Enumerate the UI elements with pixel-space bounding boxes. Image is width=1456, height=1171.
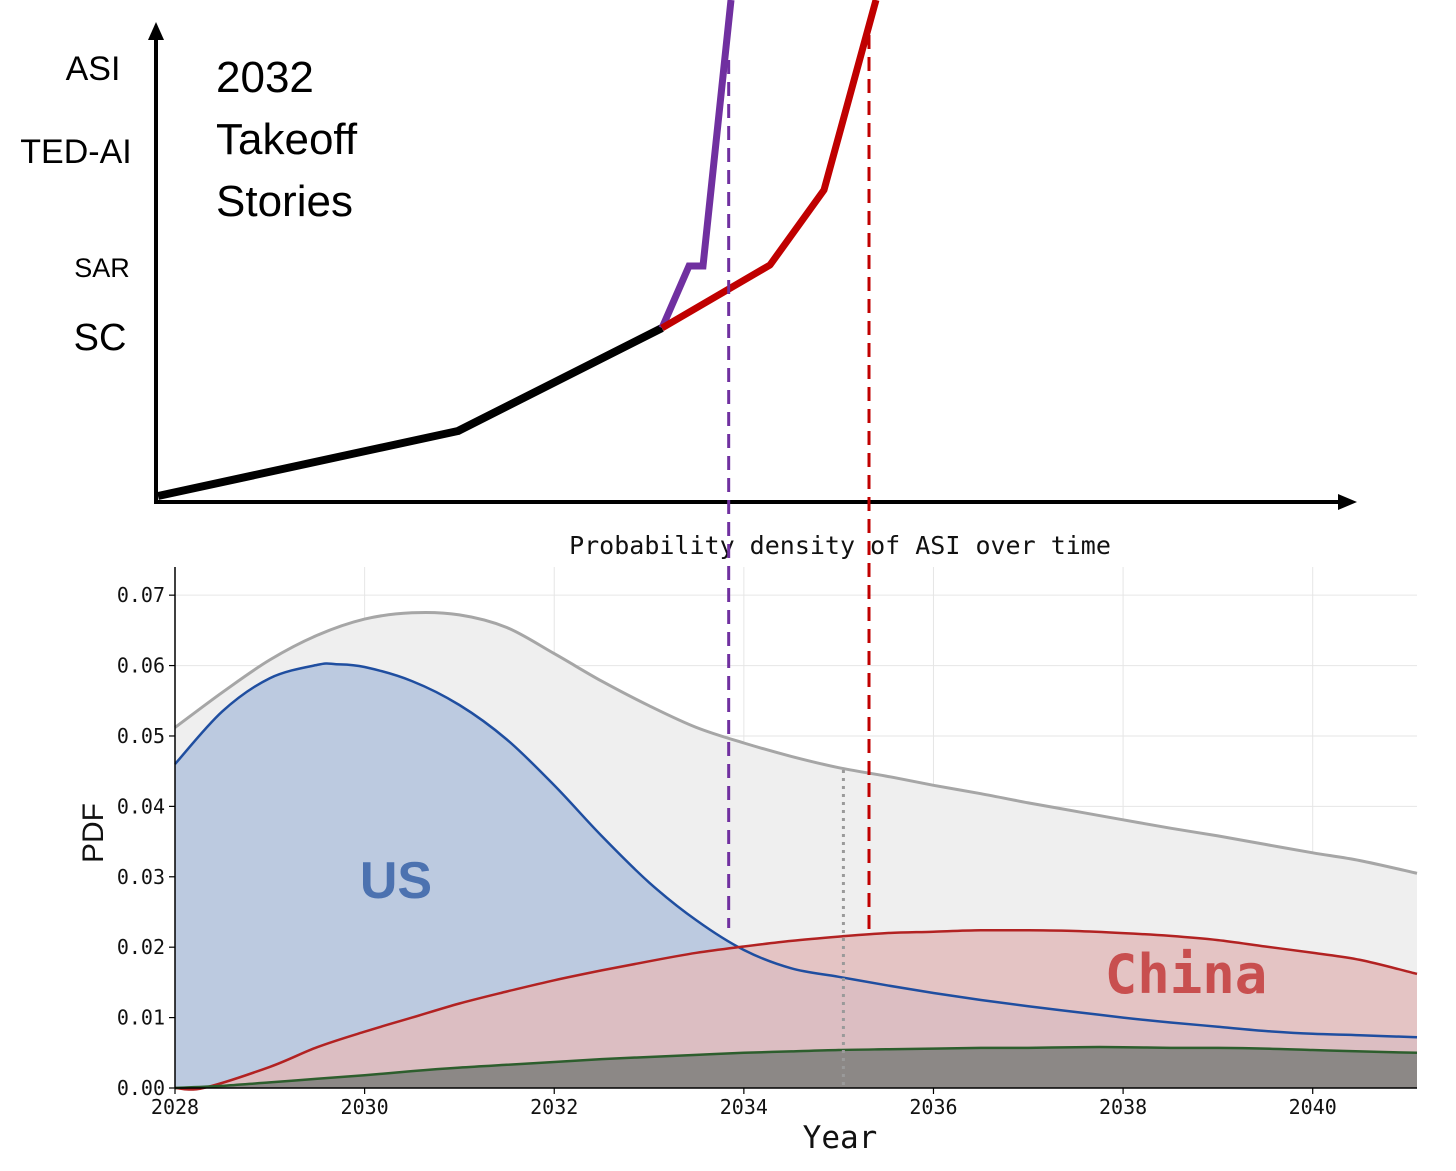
chart-areas bbox=[175, 612, 1417, 1090]
line-total bbox=[174, 610, 1418, 875]
x-tick-label: 2040 bbox=[1289, 1095, 1337, 1119]
slow-takeoff-trajectory bbox=[660, 0, 880, 332]
pdf-chart: Probability density of ASI over time US … bbox=[77, 531, 1418, 1156]
milestone-sc: SC bbox=[74, 317, 127, 359]
y-tick-label: 0.04 bbox=[117, 794, 165, 818]
takeoff-title-line-1: 2032 bbox=[216, 53, 314, 102]
takeoff-x-arrowhead bbox=[1338, 494, 1357, 510]
x-tick-label: 2034 bbox=[720, 1095, 768, 1119]
y-tick-label: 0.00 bbox=[117, 1076, 165, 1100]
line-china bbox=[174, 928, 1418, 1091]
x-axis-label: Year bbox=[803, 1120, 878, 1156]
milestone-ted-ai: TED-AI bbox=[20, 133, 131, 171]
x-tick-label: 2036 bbox=[909, 1095, 957, 1119]
milestone-labels: ASI TED-AI SAR SC bbox=[20, 50, 131, 359]
us-series-label: US bbox=[360, 852, 432, 910]
x-tick-label: 2038 bbox=[1099, 1095, 1147, 1119]
takeoff-panel: 2032 Takeoff Stories ASI TED-AI SAR SC bbox=[20, 0, 1357, 510]
y-tick-label: 0.06 bbox=[117, 654, 165, 678]
line-us bbox=[174, 662, 1418, 1039]
fast-takeoff-trajectory bbox=[658, 0, 735, 330]
y-tick-label: 0.03 bbox=[117, 865, 165, 889]
y-ticks: 0.00 0.01 0.02 0.03 0.04 0.05 0.06 0.07 bbox=[117, 583, 175, 1100]
baseline-trajectory bbox=[157, 324, 664, 500]
milestone-asi: ASI bbox=[66, 50, 121, 88]
takeoff-title-line-3: Stories bbox=[216, 177, 353, 226]
takeoff-title-line-2: Takeoff bbox=[216, 115, 358, 164]
line-overlap bbox=[174, 1045, 1418, 1090]
x-tick-label: 2030 bbox=[341, 1095, 389, 1119]
area-overlap bbox=[175, 1047, 1417, 1088]
y-tick-label: 0.02 bbox=[117, 935, 165, 959]
area-us bbox=[175, 663, 1417, 1088]
china-series-label: China bbox=[1105, 943, 1268, 1006]
takeoff-y-arrowhead bbox=[148, 22, 164, 40]
x-tick-label: 2028 bbox=[151, 1095, 199, 1119]
x-tick-label: 2032 bbox=[530, 1095, 578, 1119]
chart-title: Probability density of ASI over time bbox=[569, 531, 1111, 560]
x-ticks: 2028 2030 2032 2034 2036 2038 2040 bbox=[151, 1088, 1337, 1119]
y-tick-label: 0.05 bbox=[117, 724, 165, 748]
takeoff-title: 2032 Takeoff Stories bbox=[216, 53, 358, 226]
y-tick-label: 0.07 bbox=[117, 583, 165, 607]
milestone-sar: SAR bbox=[74, 253, 130, 283]
chart-lines bbox=[174, 610, 1418, 1091]
y-tick-label: 0.01 bbox=[117, 1006, 165, 1030]
takeoff-to-asi-markers bbox=[727, 35, 871, 1088]
y-axis-label: PDF bbox=[77, 803, 110, 863]
